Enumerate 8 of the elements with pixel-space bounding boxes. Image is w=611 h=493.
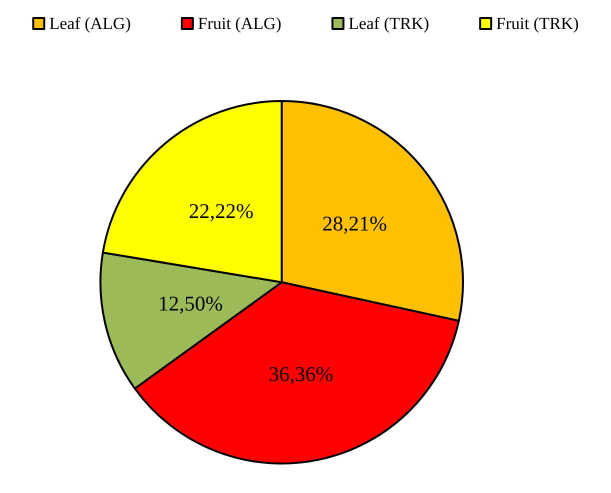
- data-label: 36,36%: [268, 362, 334, 386]
- data-label: 22,22%: [188, 198, 254, 223]
- legend-label: Fruit (TRK): [496, 14, 579, 33]
- legend-label: Leaf (ALG): [49, 14, 131, 33]
- data-label: 12,50%: [158, 292, 223, 316]
- legend-label: Leaf (TRK): [348, 14, 430, 33]
- legend-label: Fruit (ALG): [198, 14, 282, 33]
- data-label: 28,21%: [322, 212, 387, 236]
